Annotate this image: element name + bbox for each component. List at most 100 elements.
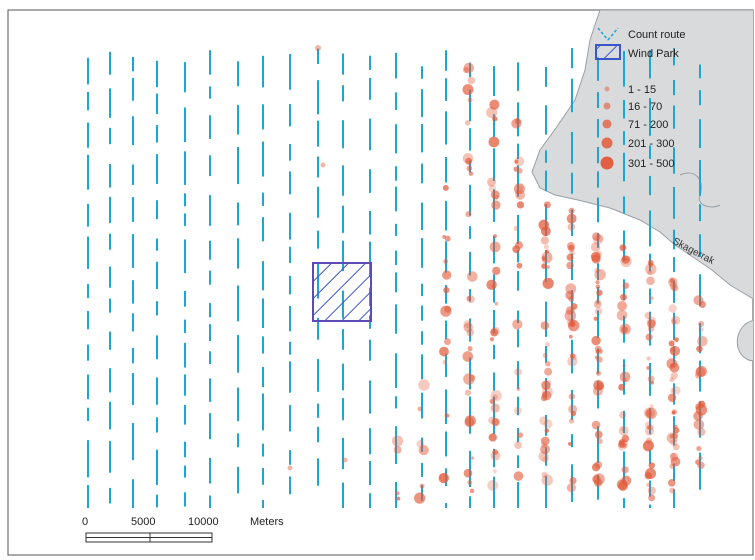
bird-observation-dot [623,257,628,262]
bird-observation-dot [492,266,501,275]
bird-observation-dot [544,367,553,376]
bird-observation-dot [414,492,426,504]
scale-bar: 0 5000 10000 Meters [82,516,284,543]
bird-observation-dot [643,440,655,451]
bird-observation-dot [568,207,575,214]
bird-observation-dot [647,486,656,495]
bird-observation-dot [419,483,425,489]
bird-observation-dot [693,411,703,421]
bird-observation-dot [514,406,522,415]
bird-observation-dot [538,219,550,231]
bird-observation-dot [693,419,705,430]
bird-observation-dot [668,340,675,347]
bird-observation-dot [592,474,601,484]
bird-observation-dot [695,459,701,465]
bird-observation-dot [568,334,573,339]
bird-observation-dot [541,263,547,269]
bird-observation-dot [696,365,707,377]
bird-observation-dot [513,183,525,195]
bird-observation-dot [619,244,627,252]
bird-observation-dot [650,380,654,385]
bird-observation-dot [514,156,525,167]
bird-observation-dot [541,474,553,486]
bird-observation-dot [673,424,678,429]
bird-observation-dot [440,305,452,317]
bird-observation-dot [489,398,495,405]
bird-observation-dot [565,290,575,300]
bird-observation-dot [645,468,657,480]
bird-observation-dot [590,242,601,252]
bird-observation-dot [595,284,601,290]
bird-observation-dot [619,371,631,383]
legend-class-2-symbol [603,102,611,110]
bird-observation-dot [569,320,576,328]
scale-tick-0: 0 [82,516,88,528]
bird-observation-dot [543,244,549,250]
bird-observation-dot [513,226,519,231]
bird-observation-dot [443,286,450,294]
bird-observation-dot [566,241,575,250]
bird-observation-dot [671,315,681,325]
bird-observation-dot [698,320,705,327]
bird-observation-dot [644,426,654,436]
bird-observation-dot [645,333,653,341]
bird-observation-dot [320,162,326,168]
bird-observation-dot [594,460,603,469]
bird-observation-dot [514,241,524,250]
bird-observation-dot [442,235,446,239]
bird-observation-dot [393,445,402,454]
bird-observation-dot [569,477,577,485]
bird-observation-dot [647,319,656,328]
bird-observation-dot [619,411,627,419]
legend-class-2-label: 16 - 70 [628,101,662,113]
bird-observation-dot [442,270,452,280]
bird-observation-dot [491,200,501,210]
bird-observation-dot [541,257,547,263]
bird-observation-dot [647,269,653,275]
bird-observation-dot [444,338,451,346]
bird-observation-dot [649,403,654,409]
count-route-lines [87,48,701,508]
bird-observation-dot [467,480,473,486]
bird-observation-dot [646,366,650,370]
bird-observation-dot [669,345,681,357]
bird-observation-dot [540,444,550,455]
bird-observation-dot [465,157,473,165]
bird-observation-dot [671,386,681,395]
bird-observation-dot [596,289,603,296]
bird-observation-dot [516,262,523,269]
bird-observation-dot [542,277,554,290]
bird-observation-dot [593,300,602,309]
bird-observation-dot [517,432,524,438]
bird-observation-dot [673,337,679,343]
bird-observation-dot [646,425,651,430]
bird-observation-dot [669,463,675,469]
bird-observation-dot [621,427,625,432]
bird-observation-dot [442,359,448,365]
bird-observation-dot [491,418,500,427]
bird-observation-dot [490,190,500,200]
bird-observation-dot [646,482,651,488]
bird-observation-dot [593,316,598,321]
bird-observation-dot [513,166,519,172]
bird-observation-dot [488,136,500,148]
bird-observation-dot [418,444,429,456]
bird-observation-dot [668,304,677,313]
bird-observation-dot [670,456,681,467]
bird-observation-dot [468,171,474,176]
bird-observation-dot [444,235,451,242]
bird-observation-dot [492,449,499,455]
bird-observation-dot [466,295,472,301]
bird-observation-dot [418,379,430,391]
bird-observation-dot [541,256,546,261]
bird-observation-dot [545,342,551,348]
wind-park-outline [312,262,372,322]
bird-observation-dot [667,393,677,402]
bird-observation-dot [670,388,676,394]
bird-observation-dot [566,483,576,493]
bird-observation-dot [464,120,471,126]
bird-observation-dot [444,413,450,418]
bird-observation-dot [621,475,632,486]
bird-observation-dot [540,321,550,330]
